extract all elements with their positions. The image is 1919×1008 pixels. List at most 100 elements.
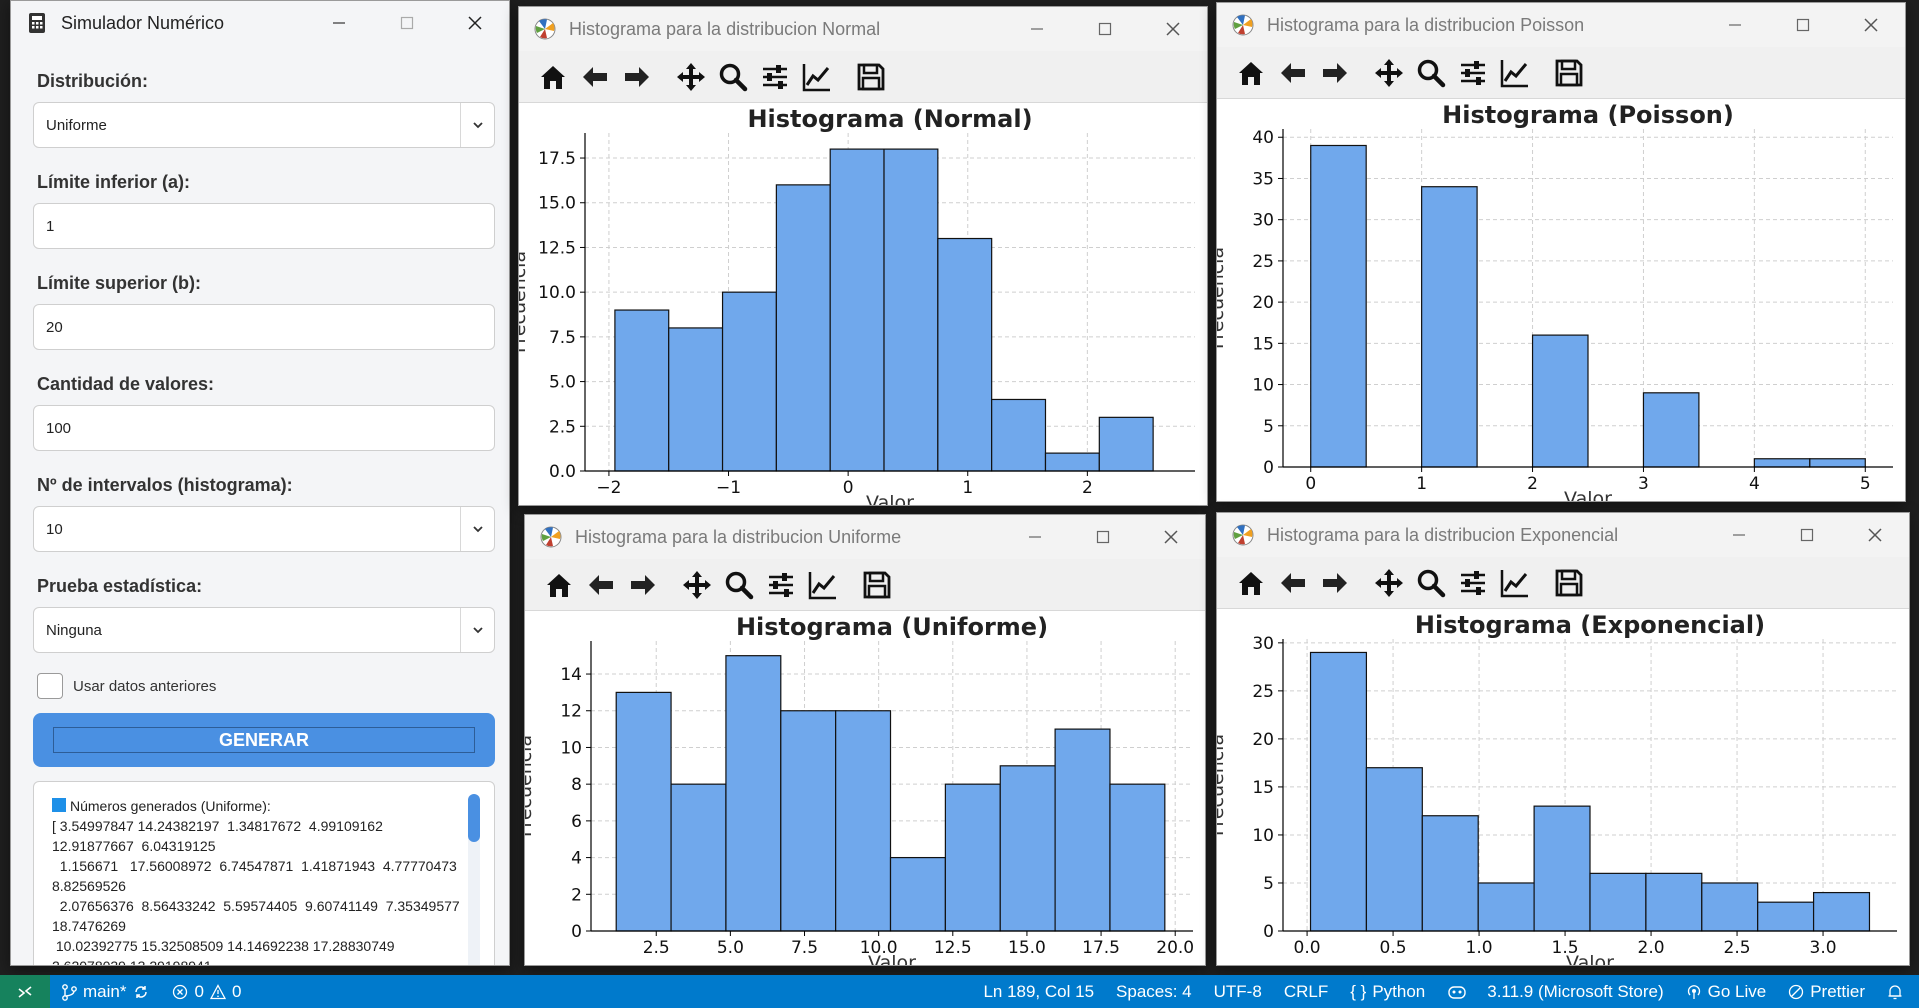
minimize-button[interactable] — [1705, 513, 1773, 557]
maximize-button[interactable] — [1069, 515, 1137, 559]
minimize-button[interactable] — [305, 1, 373, 45]
arrow-right-button[interactable] — [1315, 53, 1355, 93]
save-button[interactable] — [1549, 53, 1589, 93]
lim-sup-value: 20 — [46, 318, 63, 336]
prueba-select[interactable]: Ninguna — [33, 607, 495, 653]
move-button[interactable] — [1369, 563, 1409, 603]
chart-titlebar[interactable]: Histograma para la distribucion Poisson — [1217, 3, 1905, 47]
scrollbar-thumb[interactable] — [468, 794, 480, 842]
generar-button[interactable]: GENERAR — [33, 713, 495, 767]
close-button[interactable] — [1139, 7, 1207, 51]
chevron-down-icon[interactable] — [460, 507, 494, 551]
edit-axis-button[interactable] — [797, 57, 837, 97]
language-mode[interactable]: { } Python — [1339, 982, 1436, 1002]
minimize-button[interactable] — [1003, 7, 1071, 51]
close-button[interactable] — [441, 1, 509, 45]
plot-canvas[interactable]: −2 −1 0 1 2 0.0 2.5 5.0 7.5 10.0 12.5 15.0 17.5 Histo… — [519, 103, 1207, 505]
plot-canvas[interactable]: 0.0 0.5 1.0 1.5 2.0 2.5 3.0 0 5 10 15 20 25 30 Histogr… — [1217, 609, 1909, 965]
configure-subplots-icon — [1461, 570, 1485, 595]
distribucion-select[interactable]: Uniforme — [33, 102, 495, 148]
arrow-right-button[interactable] — [617, 57, 657, 97]
home-button[interactable] — [1231, 563, 1271, 603]
indentation[interactable]: Spaces: 4 — [1116, 981, 1192, 1001]
move-button[interactable] — [1369, 53, 1409, 93]
home-button[interactable] — [539, 565, 579, 605]
branch-item[interactable]: main* — [50, 982, 161, 1002]
output-textarea[interactable]: Números generados (Uniforme): [ 3.549978… — [33, 781, 495, 965]
zoom-button[interactable] — [719, 565, 759, 605]
maximize-button[interactable] — [1769, 3, 1837, 47]
remote-button[interactable] — [0, 975, 50, 1008]
encoding[interactable]: UTF-8 — [1213, 981, 1262, 1001]
go-live-button[interactable]: Go Live — [1675, 982, 1778, 1002]
minimize-button[interactable] — [1001, 515, 1069, 559]
edit-axis-button[interactable] — [1495, 53, 1535, 93]
minimize-icon — [1029, 536, 1041, 538]
arrow-left-button[interactable] — [1273, 53, 1313, 93]
chart-titlebar[interactable]: Histograma para la distribucion Uniforme — [525, 515, 1205, 559]
chevron-down-icon[interactable] — [460, 103, 494, 147]
lim-sup-input[interactable]: 20 — [33, 304, 495, 350]
close-button[interactable] — [1837, 3, 1905, 47]
save-button[interactable] — [851, 57, 891, 97]
plot-canvas[interactable]: 2.5 5.0 7.5 10.0 12.5 15.0 17.5 20.0 0 2 4 6 8 10 12 14… — [525, 611, 1205, 965]
configure-subplots-button[interactable] — [1453, 563, 1493, 603]
output-line: 10.02392775 15.32508509 14.14692238 17.2… — [52, 938, 395, 954]
navigation-toolbar — [519, 51, 1207, 103]
histogram-bar — [1421, 186, 1478, 468]
edit-axis-button[interactable] — [1495, 563, 1535, 603]
lim-inf-input[interactable]: 1 — [33, 203, 495, 249]
save-button[interactable] — [857, 565, 897, 605]
notifications-button[interactable] — [1876, 983, 1919, 1001]
move-button[interactable] — [671, 57, 711, 97]
histogram-bar — [1109, 783, 1166, 932]
move-button[interactable] — [677, 565, 717, 605]
chart-titlebar[interactable]: Histograma para la distribucion Exponenc… — [1217, 513, 1909, 557]
close-button[interactable] — [1137, 515, 1205, 559]
zoom-button[interactable] — [713, 57, 753, 97]
simulator-titlebar[interactable]: Simulador Numérico — [11, 1, 509, 45]
arrow-left-button[interactable] — [581, 565, 621, 605]
chart-titlebar[interactable]: Histograma para la distribucion Normal — [519, 7, 1207, 51]
x-tick-label: 7.5 — [791, 938, 818, 958]
arrow-left-button[interactable] — [575, 57, 615, 97]
sync-icon[interactable] — [132, 983, 150, 1001]
histogram-bar — [1645, 872, 1703, 932]
minimize-button[interactable] — [1701, 3, 1769, 47]
arrow-right-button[interactable] — [623, 565, 663, 605]
close-icon — [1164, 530, 1178, 544]
cantidad-input[interactable]: 100 — [33, 405, 495, 451]
cursor-position[interactable]: Ln 189, Col 15 — [983, 981, 1095, 1001]
configure-subplots-button[interactable] — [755, 57, 795, 97]
zoom-button[interactable] — [1411, 53, 1451, 93]
y-tick-label: 15 — [1252, 778, 1274, 798]
close-button[interactable] — [1841, 513, 1909, 557]
edit-axis-icon — [1500, 59, 1528, 87]
y-tick-label: 10 — [560, 738, 582, 758]
eol[interactable]: CRLF — [1283, 981, 1329, 1001]
intervalos-select[interactable]: 10 — [33, 506, 495, 552]
lim-inf-value: 1 — [46, 217, 55, 235]
prettier-button[interactable]: Prettier — [1777, 982, 1876, 1002]
arrow-left-button[interactable] — [1273, 563, 1313, 603]
maximize-button[interactable] — [1071, 7, 1139, 51]
zoom-button[interactable] — [1411, 563, 1451, 603]
maximize-button[interactable] — [373, 1, 441, 45]
arrow-right-button[interactable] — [1315, 563, 1355, 603]
edit-axis-button[interactable] — [803, 565, 843, 605]
configure-subplots-button[interactable] — [761, 565, 801, 605]
simulator-form: Distribución: Uniforme Límite inferior (… — [11, 71, 509, 965]
output-scrollbar[interactable] — [468, 794, 480, 965]
arrow-right-icon — [1323, 572, 1347, 593]
configure-subplots-button[interactable] — [1453, 53, 1493, 93]
save-button[interactable] — [1549, 563, 1589, 603]
usar-datos-checkbox[interactable]: Usar datos anteriores — [37, 673, 495, 699]
interpreter[interactable]: 3.11.9 (Microsoft Store) — [1436, 982, 1674, 1002]
plot-canvas[interactable]: 0 1 2 3 4 5 0 5 10 15 20 25 30 35 40 Histograma (Poisso… — [1217, 99, 1905, 501]
checkbox-box[interactable] — [37, 673, 63, 699]
home-button[interactable] — [1231, 53, 1271, 93]
chevron-down-icon[interactable] — [460, 608, 494, 652]
maximize-button[interactable] — [1773, 513, 1841, 557]
home-button[interactable] — [533, 57, 573, 97]
